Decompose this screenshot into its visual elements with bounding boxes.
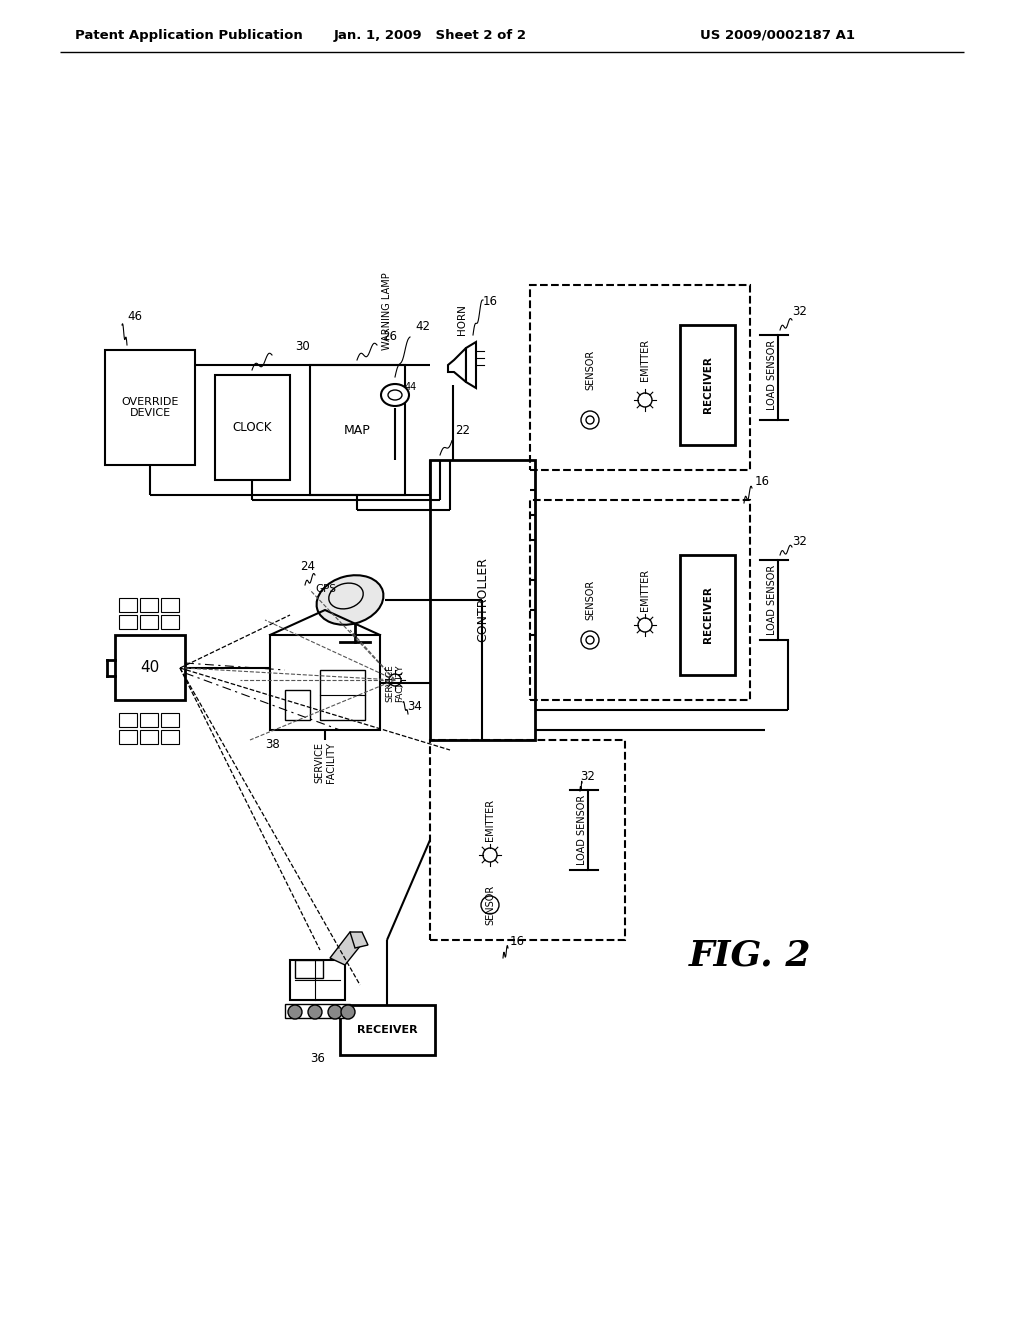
Bar bbox=[161, 598, 179, 612]
Text: 32: 32 bbox=[580, 770, 595, 783]
Bar bbox=[161, 730, 179, 744]
Bar bbox=[115, 635, 185, 700]
Text: 24: 24 bbox=[300, 560, 315, 573]
Text: 32: 32 bbox=[792, 535, 807, 548]
Bar bbox=[270, 635, 380, 730]
Text: CONTROLLER: CONTROLLER bbox=[476, 557, 489, 643]
Text: SERVICE
FACILITY: SERVICE FACILITY bbox=[314, 742, 336, 783]
Text: SERVICE
FACILITY: SERVICE FACILITY bbox=[385, 664, 404, 702]
Text: 38: 38 bbox=[265, 738, 280, 751]
Text: 32: 32 bbox=[792, 305, 807, 318]
Polygon shape bbox=[350, 932, 368, 948]
Polygon shape bbox=[330, 932, 365, 965]
Bar bbox=[310, 366, 406, 495]
Bar bbox=[119, 615, 137, 630]
Text: 26: 26 bbox=[382, 330, 397, 343]
Text: LOAD SENSOR: LOAD SENSOR bbox=[767, 565, 777, 635]
Circle shape bbox=[328, 1005, 342, 1019]
Bar bbox=[295, 960, 323, 978]
Bar bbox=[530, 500, 750, 700]
Bar bbox=[430, 741, 625, 940]
Bar bbox=[161, 713, 179, 727]
Bar bbox=[215, 375, 290, 480]
Text: 16: 16 bbox=[483, 294, 498, 308]
Bar bbox=[340, 1005, 435, 1055]
Text: OVERRIDE
DEVICE: OVERRIDE DEVICE bbox=[121, 397, 178, 418]
Bar bbox=[140, 713, 158, 727]
Text: EMITTER: EMITTER bbox=[485, 799, 495, 841]
Text: SENSOR: SENSOR bbox=[585, 350, 595, 391]
Text: SENSOR: SENSOR bbox=[585, 579, 595, 620]
Text: 42: 42 bbox=[415, 319, 430, 333]
Circle shape bbox=[341, 1005, 355, 1019]
Circle shape bbox=[308, 1005, 322, 1019]
Text: CLOCK: CLOCK bbox=[232, 421, 272, 434]
Text: 46: 46 bbox=[127, 310, 142, 323]
Ellipse shape bbox=[381, 384, 409, 407]
Bar bbox=[680, 554, 735, 675]
Polygon shape bbox=[466, 342, 476, 388]
Bar bbox=[285, 1005, 350, 1018]
Text: 40: 40 bbox=[140, 660, 160, 675]
Text: Patent Application Publication: Patent Application Publication bbox=[75, 29, 303, 41]
Text: RECEIVER: RECEIVER bbox=[357, 1026, 418, 1035]
Text: 44: 44 bbox=[406, 381, 417, 392]
Bar bbox=[119, 713, 137, 727]
Bar bbox=[530, 285, 750, 470]
Text: LOAD SENSOR: LOAD SENSOR bbox=[577, 795, 587, 865]
Bar bbox=[119, 730, 137, 744]
Bar bbox=[105, 350, 195, 465]
Text: 30: 30 bbox=[295, 341, 309, 352]
Bar bbox=[140, 615, 158, 630]
Text: MAP: MAP bbox=[344, 424, 371, 437]
Text: WARNING LAMP: WARNING LAMP bbox=[382, 272, 392, 350]
Text: 16: 16 bbox=[755, 475, 770, 488]
Bar bbox=[290, 960, 345, 1001]
Text: SENSOR: SENSOR bbox=[485, 884, 495, 925]
Bar bbox=[161, 615, 179, 630]
Bar bbox=[140, 730, 158, 744]
Text: RECEIVER: RECEIVER bbox=[702, 586, 713, 643]
Ellipse shape bbox=[316, 576, 383, 624]
Bar bbox=[319, 671, 365, 719]
Text: US 2009/0002187 A1: US 2009/0002187 A1 bbox=[700, 29, 855, 41]
Text: 36: 36 bbox=[310, 1052, 325, 1065]
Text: LOAD SENSOR: LOAD SENSOR bbox=[767, 339, 777, 411]
Text: EMITTER: EMITTER bbox=[640, 339, 650, 381]
Polygon shape bbox=[449, 348, 466, 381]
Text: 22: 22 bbox=[455, 424, 470, 437]
Text: EMITTER: EMITTER bbox=[640, 569, 650, 611]
Bar bbox=[680, 325, 735, 445]
Bar bbox=[119, 598, 137, 612]
Bar bbox=[140, 598, 158, 612]
Text: RECEIVER: RECEIVER bbox=[702, 356, 713, 413]
Text: FIG. 2: FIG. 2 bbox=[689, 939, 811, 972]
Bar bbox=[285, 690, 310, 719]
Circle shape bbox=[288, 1005, 302, 1019]
Text: GPS: GPS bbox=[315, 583, 336, 594]
Text: Jan. 1, 2009   Sheet 2 of 2: Jan. 1, 2009 Sheet 2 of 2 bbox=[334, 29, 526, 41]
Text: HORN: HORN bbox=[457, 304, 467, 335]
Text: 16: 16 bbox=[510, 935, 525, 948]
Text: 34: 34 bbox=[407, 700, 422, 713]
Bar bbox=[430, 459, 535, 741]
